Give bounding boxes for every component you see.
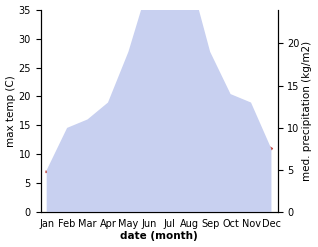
Y-axis label: med. precipitation (kg/m2): med. precipitation (kg/m2)	[302, 41, 313, 181]
Y-axis label: max temp (C): max temp (C)	[5, 75, 16, 147]
X-axis label: date (month): date (month)	[120, 231, 198, 242]
